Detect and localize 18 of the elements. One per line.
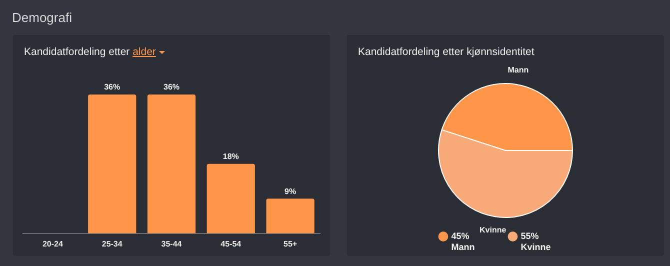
- x-tick-label: 55+: [284, 239, 298, 248]
- x-tick-label: 35-44: [161, 239, 182, 248]
- chart-title: Kandidatfordeling etter alder: [24, 46, 157, 58]
- data-label: 18%: [222, 152, 239, 162]
- legend-label: Kvinne: [520, 242, 551, 252]
- slice-label: Mann: [508, 66, 529, 75]
- slice-label: Kvinne: [479, 226, 507, 235]
- x-tick-label: 25-34: [102, 239, 123, 248]
- x-tick-label: 20-24: [42, 239, 64, 248]
- data-label: 36%: [163, 82, 180, 92]
- data-label: 9%: [284, 186, 296, 196]
- data-label: 45%: [451, 230, 470, 241]
- chart-title: Kandidatfordeling etter kjønnsidentitet: [358, 46, 534, 58]
- data-label: 36%: [104, 82, 120, 92]
- legend-label: Mann: [451, 242, 475, 252]
- data-label: 55%: [520, 230, 539, 241]
- x-tick-label: 45-54: [220, 239, 242, 248]
- text: Demografi: [12, 10, 72, 25]
